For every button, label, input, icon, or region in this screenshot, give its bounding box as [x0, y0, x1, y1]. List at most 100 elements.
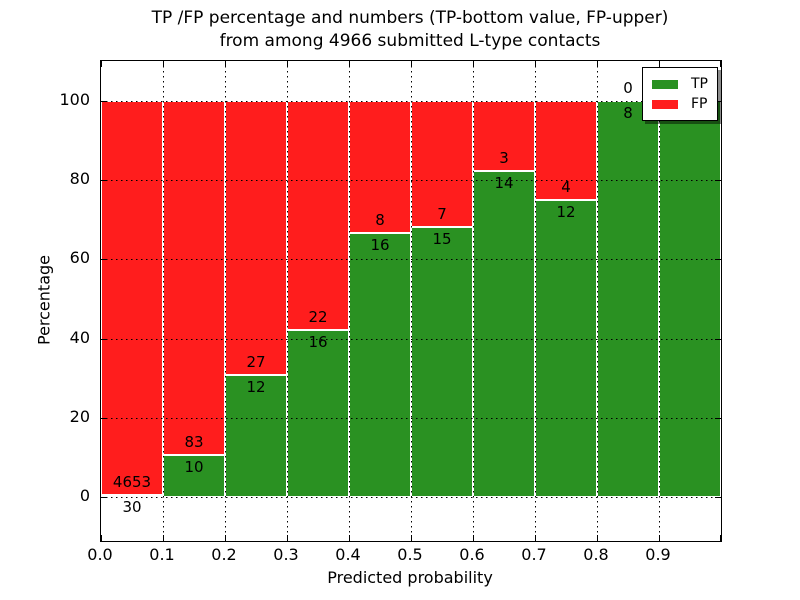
x-tick-mark-top — [659, 61, 660, 67]
x-tick-mark — [163, 535, 164, 541]
bar-label-tp: 16 — [308, 333, 328, 352]
x-tick-mark — [473, 535, 474, 541]
x-tick-mark — [411, 535, 412, 541]
bar-label-fp: 83 — [184, 432, 204, 451]
legend-label-tp: TP — [691, 76, 708, 92]
y-tick-label: 60 — [69, 248, 90, 268]
fp-swatch-icon — [652, 99, 678, 109]
x-axis-label: Predicted probability — [327, 568, 493, 587]
y-tick-label: 100 — [59, 89, 90, 109]
y-tick-mark-right — [715, 180, 721, 181]
bar-label-tp: 10 — [184, 457, 204, 476]
bar-segment-tp — [411, 226, 473, 498]
x-tick-mark — [597, 535, 598, 541]
y-tick-label: 20 — [69, 407, 90, 427]
x-tick-mark — [720, 535, 721, 541]
y-tick-mark — [101, 100, 107, 102]
bar-segment-tp — [659, 100, 721, 498]
x-tick-label: 0.4 — [335, 545, 361, 564]
x-tick-mark — [225, 535, 226, 541]
bar-label-fp: 8 — [375, 210, 385, 229]
x-tick-mark — [101, 535, 102, 541]
gridline-vertical — [473, 61, 474, 541]
legend: TP FP — [642, 67, 718, 121]
x-tick-mark — [349, 535, 350, 541]
legend-item-fp: FP — [652, 94, 708, 114]
bar-segment-fp — [411, 100, 473, 227]
bar-label-fp: 4653 — [112, 472, 152, 491]
bar-label-fp: 4 — [561, 177, 571, 196]
plot-area: 46533083102712221681671531441208026 TP F… — [100, 60, 722, 542]
bar-label-tp: 12 — [246, 378, 266, 397]
y-tick-mark-right — [715, 418, 721, 420]
y-tick-mark — [101, 259, 107, 261]
bar-segment-tp — [597, 100, 659, 498]
y-tick-mark-right — [715, 100, 721, 102]
bar-label-tp: 12 — [556, 202, 576, 221]
gridline-vertical — [535, 61, 536, 541]
bar-segment-fp — [535, 100, 597, 200]
x-tick-label: 0.8 — [583, 545, 609, 564]
bar-label-tp: 16 — [370, 235, 390, 254]
bar-label-tp: 30 — [122, 497, 142, 516]
bar-segment-tp — [473, 170, 535, 498]
x-tick-mark-top — [411, 61, 412, 67]
gridline-vertical — [163, 61, 164, 541]
x-tick-mark-top — [101, 61, 102, 67]
chart-title: TP /FP percentage and numbers (TP-bottom… — [151, 8, 669, 28]
bar-segment-fp — [163, 100, 225, 455]
x-tick-mark — [659, 535, 660, 541]
bar-segment-fp — [101, 100, 163, 495]
bar-label-fp: 7 — [437, 204, 447, 223]
gridline-vertical — [287, 61, 288, 541]
x-tick-mark — [535, 535, 536, 541]
bar-segment-tp — [535, 199, 597, 498]
gridline-vertical — [597, 61, 598, 541]
x-tick-mark-top — [225, 61, 226, 67]
y-tick-mark — [101, 418, 107, 420]
gridline-vertical — [411, 61, 412, 541]
x-tick-label: 0.5 — [397, 545, 423, 564]
y-tick-mark-right — [715, 259, 721, 261]
x-tick-mark-top — [163, 61, 164, 67]
y-tick-mark — [101, 338, 107, 340]
bar-label-fp: 0 — [623, 78, 633, 97]
gridline-vertical — [659, 61, 660, 541]
x-tick-label: 0.1 — [149, 545, 175, 564]
y-tick-label: 40 — [69, 327, 90, 347]
y-tick-label: 0 — [79, 486, 90, 506]
x-tick-label: 0.7 — [521, 545, 547, 564]
x-tick-label: 0.9 — [645, 545, 671, 564]
y-tick-mark-right — [715, 497, 721, 499]
y-tick-mark — [101, 180, 107, 181]
y-tick-mark — [101, 497, 107, 499]
x-tick-mark-top — [535, 61, 536, 67]
bar-segment-tp — [163, 454, 225, 498]
bar-label-fp: 3 — [499, 148, 509, 167]
bar-label-fp: 27 — [246, 353, 266, 372]
gridline-vertical — [225, 61, 226, 541]
x-tick-label: 0.6 — [459, 545, 485, 564]
bar-label-fp: 22 — [308, 308, 328, 327]
y-tick-mark-right — [715, 338, 721, 340]
x-tick-mark-top — [720, 61, 721, 67]
bar-segment-tp — [349, 232, 411, 498]
bar-label-tp: 14 — [494, 173, 514, 192]
gridline-vertical — [349, 61, 350, 541]
bar-label-tp: 8 — [623, 103, 633, 122]
legend-item-tp: TP — [652, 74, 708, 94]
x-tick-mark — [287, 535, 288, 541]
legend-label-fp: FP — [691, 96, 708, 112]
x-tick-label: 0.3 — [273, 545, 299, 564]
bar-segment-tp — [287, 330, 349, 498]
x-tick-label: 0.2 — [211, 545, 237, 564]
x-tick-mark-top — [473, 61, 474, 67]
bar-label-tp: 15 — [432, 229, 452, 248]
bar-segment-fp — [287, 100, 349, 331]
chart-subtitle: from among 4966 submitted L-type contact… — [219, 31, 601, 51]
bar-segment-fp — [225, 100, 287, 376]
x-tick-label: 0.0 — [87, 545, 113, 564]
x-tick-mark-top — [287, 61, 288, 67]
x-tick-mark-top — [349, 61, 350, 67]
